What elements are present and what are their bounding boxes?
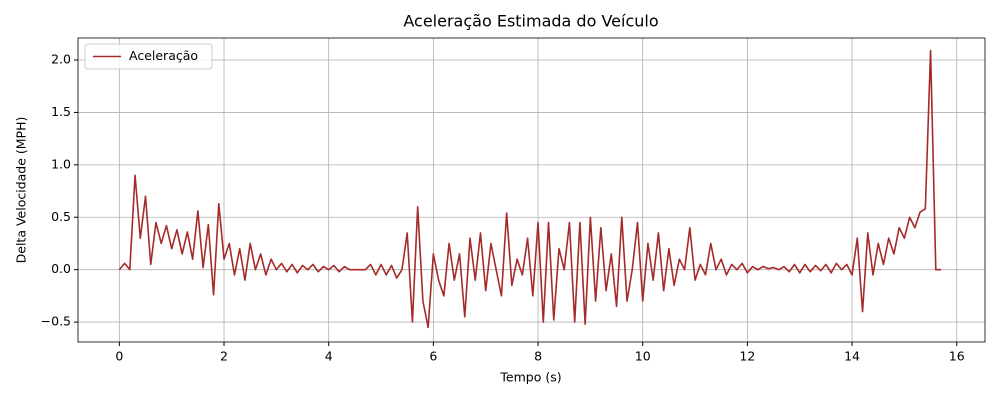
y-tick-label: 0.5 (51, 209, 71, 224)
x-tick-label: 0 (115, 349, 123, 364)
chart-title: Aceleração Estimada do Veículo (403, 12, 658, 31)
y-axis-label: Delta Velocidade (MPH) (14, 117, 29, 264)
x-tick-label: 2 (220, 349, 228, 364)
legend-label: Aceleração (129, 48, 198, 63)
y-tick-label: 1.0 (51, 156, 71, 171)
data-line (118, 49, 942, 329)
y-tick-label: 0.0 (51, 261, 71, 276)
x-tick-label: 12 (739, 349, 755, 364)
x-axis-label: Tempo (s) (499, 370, 561, 385)
x-tick-label: 4 (325, 349, 333, 364)
y-tick-label: −0.5 (41, 314, 71, 329)
y-tick-label: 1.5 (51, 104, 71, 119)
plot-frame (77, 37, 986, 343)
legend-box (84, 43, 213, 70)
x-tick-label: 6 (429, 349, 437, 364)
y-tick-label: 2.0 (51, 52, 71, 67)
x-tick-label: 16 (949, 349, 965, 364)
x-tick-label: 14 (844, 349, 860, 364)
x-tick-label: 10 (635, 349, 651, 364)
x-tick-label: 8 (534, 349, 542, 364)
